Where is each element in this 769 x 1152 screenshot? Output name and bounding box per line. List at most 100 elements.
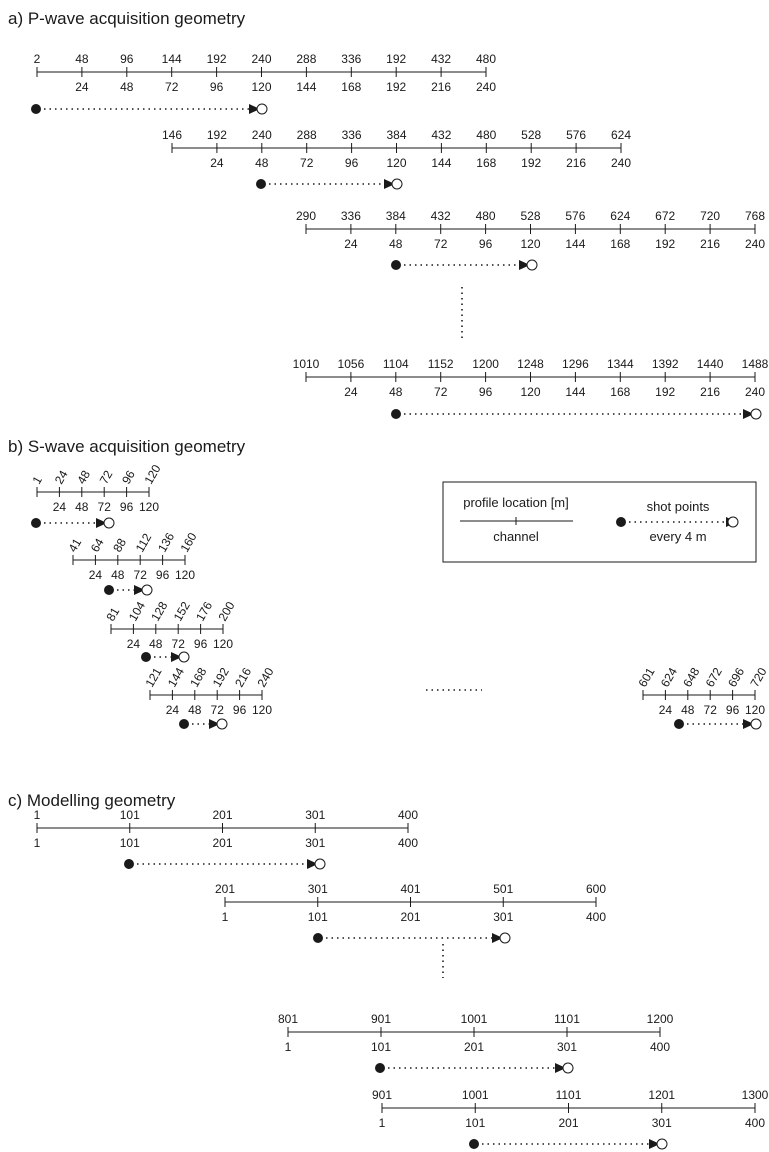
modelling-spread-channel-label: 400 bbox=[745, 1116, 765, 1130]
s-wave-spread-end-shot-icon bbox=[216, 718, 228, 730]
p-wave-spread-location-label: 192 bbox=[207, 52, 227, 66]
p-wave-spread-channel-label: 48 bbox=[255, 156, 269, 170]
s-wave-spread-channel-label: 24 bbox=[89, 568, 103, 582]
modelling-spread-channel-label: 101 bbox=[371, 1040, 391, 1054]
modelling-spread-end-shot-icon bbox=[499, 932, 511, 944]
p-wave-spread-location-label: 288 bbox=[297, 128, 317, 142]
s-wave-spread-arrow-icon bbox=[171, 652, 182, 662]
p-wave-spread-location-label: 432 bbox=[431, 128, 451, 142]
p-wave-spread-channel-label: 192 bbox=[386, 80, 406, 94]
p-wave-spread-location-label: 2 bbox=[34, 52, 41, 66]
s-wave-spread-channel-label: 120 bbox=[139, 500, 159, 514]
s-wave-spread-location-label: 104 bbox=[126, 599, 148, 624]
p-wave-spread-location-label: 672 bbox=[655, 209, 675, 223]
p-wave-spread-channel-label: 120 bbox=[251, 80, 271, 94]
modelling-spread-channel-label: 301 bbox=[557, 1040, 577, 1054]
s-wave-title: b) S-wave acquisition geometry bbox=[8, 437, 246, 456]
p-wave-spread-channel-label: 216 bbox=[431, 80, 451, 94]
modelling-spread-location-label: 901 bbox=[372, 1088, 392, 1102]
modelling-spread-channel-label: 301 bbox=[652, 1116, 672, 1130]
s-wave-spread-channel-label: 96 bbox=[120, 500, 134, 514]
modelling-spread-start-shot-icon bbox=[375, 1063, 385, 1073]
p-wave-spread-start-shot-icon bbox=[256, 179, 266, 189]
p-wave-spread-channel-label: 24 bbox=[210, 156, 224, 170]
p-wave-spread-channel-label: 96 bbox=[210, 80, 224, 94]
s-wave-spread-location-label: 168 bbox=[187, 665, 209, 690]
modelling-spread-channel-label: 400 bbox=[650, 1040, 670, 1054]
p-wave-spread-location-label: 1440 bbox=[697, 357, 724, 371]
p-wave-spread-location-label: 528 bbox=[521, 128, 541, 142]
p-wave-spread-channel-label: 120 bbox=[520, 385, 540, 399]
s-wave-spread-arrow-icon bbox=[743, 719, 754, 729]
p-wave-spread-location-label: 240 bbox=[252, 128, 272, 142]
p-wave-spread-location-label: 432 bbox=[431, 52, 451, 66]
p-wave-spread-channel-label: 144 bbox=[565, 237, 585, 251]
p-wave-spread-channel-label: 192 bbox=[521, 156, 541, 170]
p-wave-spread-channel-label: 120 bbox=[520, 237, 540, 251]
s-wave-spread-channel-label: 48 bbox=[149, 637, 163, 651]
p-wave-spread-channel-label: 24 bbox=[344, 237, 358, 251]
p-wave-spread-location-label: 480 bbox=[476, 128, 496, 142]
p-wave-spread-location-label: 576 bbox=[566, 128, 586, 142]
s-wave-spread-channel-label: 72 bbox=[98, 500, 112, 514]
modelling-spread-location-label: 1001 bbox=[461, 1012, 488, 1026]
modelling-title: c) Modelling geometry bbox=[8, 791, 176, 810]
s-wave-spread-arrow-icon bbox=[134, 585, 145, 595]
modelling-spread-channel-label: 1 bbox=[285, 1040, 292, 1054]
modelling-spread-location-label: 1201 bbox=[648, 1088, 675, 1102]
s-wave-spread-location-label: 81 bbox=[103, 605, 122, 624]
legend-start-shot-icon bbox=[616, 517, 626, 527]
modelling-spread-channel-label: 1 bbox=[34, 836, 41, 850]
p-wave-spread-location-label: 432 bbox=[431, 209, 451, 223]
p-wave-spread-location-label: 528 bbox=[520, 209, 540, 223]
s-wave-spread-channel-label: 120 bbox=[745, 703, 765, 717]
p-wave-spread-end-shot-icon bbox=[750, 408, 762, 420]
p-wave-spread-location-label: 144 bbox=[162, 52, 182, 66]
s-wave-spread-end-shot-icon bbox=[141, 584, 153, 596]
s-wave-spread-arrow-icon bbox=[96, 518, 107, 528]
p-wave-spread-channel-label: 192 bbox=[655, 237, 675, 251]
s-wave-spread-location-label: 136 bbox=[155, 530, 177, 555]
s-wave-spread-channel-label: 120 bbox=[175, 568, 195, 582]
modelling-spread-location-label: 1101 bbox=[554, 1012, 580, 1026]
s-wave-spread-channel-label: 24 bbox=[166, 703, 180, 717]
legend-shot-label: shot points bbox=[647, 499, 710, 514]
p-wave-spread-location-label: 1248 bbox=[517, 357, 544, 371]
s-wave-spread-channel-label: 96 bbox=[726, 703, 740, 717]
p-wave-spread-arrow-icon bbox=[519, 260, 530, 270]
modelling-spread-location-label: 201 bbox=[215, 882, 235, 896]
modelling-spread-channel-label: 400 bbox=[586, 910, 606, 924]
modelling-spread-location-label: 400 bbox=[398, 808, 418, 822]
s-wave-spread-channel-label: 120 bbox=[252, 703, 272, 717]
p-wave-spread-location-label: 1200 bbox=[472, 357, 499, 371]
modelling-spread-channel-label: 101 bbox=[308, 910, 328, 924]
p-wave-spread-channel-label: 24 bbox=[344, 385, 358, 399]
p-wave-spread-channel-label: 96 bbox=[479, 385, 493, 399]
s-wave-spread-channel-label: 96 bbox=[156, 568, 170, 582]
modelling-spread-channel-label: 1 bbox=[379, 1116, 386, 1130]
p-wave-spread-channel-label: 96 bbox=[345, 156, 359, 170]
s-wave-spread-location-label: 24 bbox=[52, 468, 71, 487]
modelling-spread-channel-label: 201 bbox=[464, 1040, 484, 1054]
p-wave-spread-channel-label: 216 bbox=[566, 156, 586, 170]
p-wave-spread-channel-label: 48 bbox=[389, 237, 403, 251]
s-wave-spread-location-label: 720 bbox=[747, 665, 769, 690]
p-wave-spread-location-label: 192 bbox=[386, 52, 406, 66]
modelling-spread-location-label: 501 bbox=[493, 882, 513, 896]
p-wave-spread-channel-label: 168 bbox=[341, 80, 361, 94]
modelling-spread-start-shot-icon bbox=[124, 859, 134, 869]
p-wave-spread-location-label: 48 bbox=[75, 52, 89, 66]
s-wave-spread-location-label: 48 bbox=[74, 468, 93, 487]
s-wave-spread-location-label: 112 bbox=[133, 531, 155, 555]
p-wave-spread-channel-label: 72 bbox=[165, 80, 179, 94]
s-wave-spread-location-label: 128 bbox=[148, 599, 170, 624]
p-wave-spread-location-label: 288 bbox=[296, 52, 316, 66]
modelling-spread-channel-label: 201 bbox=[558, 1116, 578, 1130]
s-wave-spread-start-shot-icon bbox=[104, 585, 114, 595]
s-wave-spread-channel-label: 72 bbox=[704, 703, 718, 717]
p-wave-spread-location-label: 192 bbox=[207, 128, 227, 142]
modelling-spread-arrow-icon bbox=[492, 933, 503, 943]
p-wave-spread-channel-label: 24 bbox=[75, 80, 89, 94]
s-wave-spread-location-label: 216 bbox=[232, 665, 254, 690]
s-wave-spread-channel-label: 48 bbox=[111, 568, 125, 582]
